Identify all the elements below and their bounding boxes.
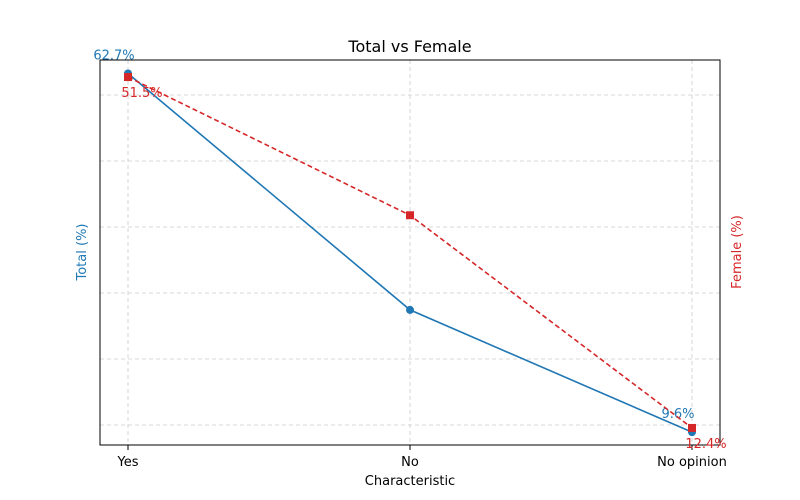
data-point-female xyxy=(688,423,696,432)
data-point-female xyxy=(406,211,414,220)
data-label-female: 51.5% xyxy=(121,86,162,101)
data-point-total xyxy=(406,305,414,314)
series-layer: 62.7% 9.6% 51.5% 12.4% xyxy=(93,49,726,452)
y-axis-left-title: Total (%) xyxy=(75,224,90,282)
data-label-total: 9.6% xyxy=(661,407,694,422)
x-axis-ticks: Yes No No opinion xyxy=(117,445,727,470)
y-axis-right-title: Female (%) xyxy=(730,215,745,289)
grid xyxy=(100,60,720,445)
x-tick-label: No opinion xyxy=(657,455,727,470)
data-label-female: 12.4% xyxy=(685,437,726,452)
data-label-total: 62.7% xyxy=(93,49,134,64)
x-tick-label: Yes xyxy=(117,455,139,470)
x-axis-title: Characteristic xyxy=(365,474,455,489)
x-tick-label: No xyxy=(401,455,419,470)
chart-title: Total vs Female xyxy=(347,37,471,56)
data-point-female xyxy=(124,73,132,82)
